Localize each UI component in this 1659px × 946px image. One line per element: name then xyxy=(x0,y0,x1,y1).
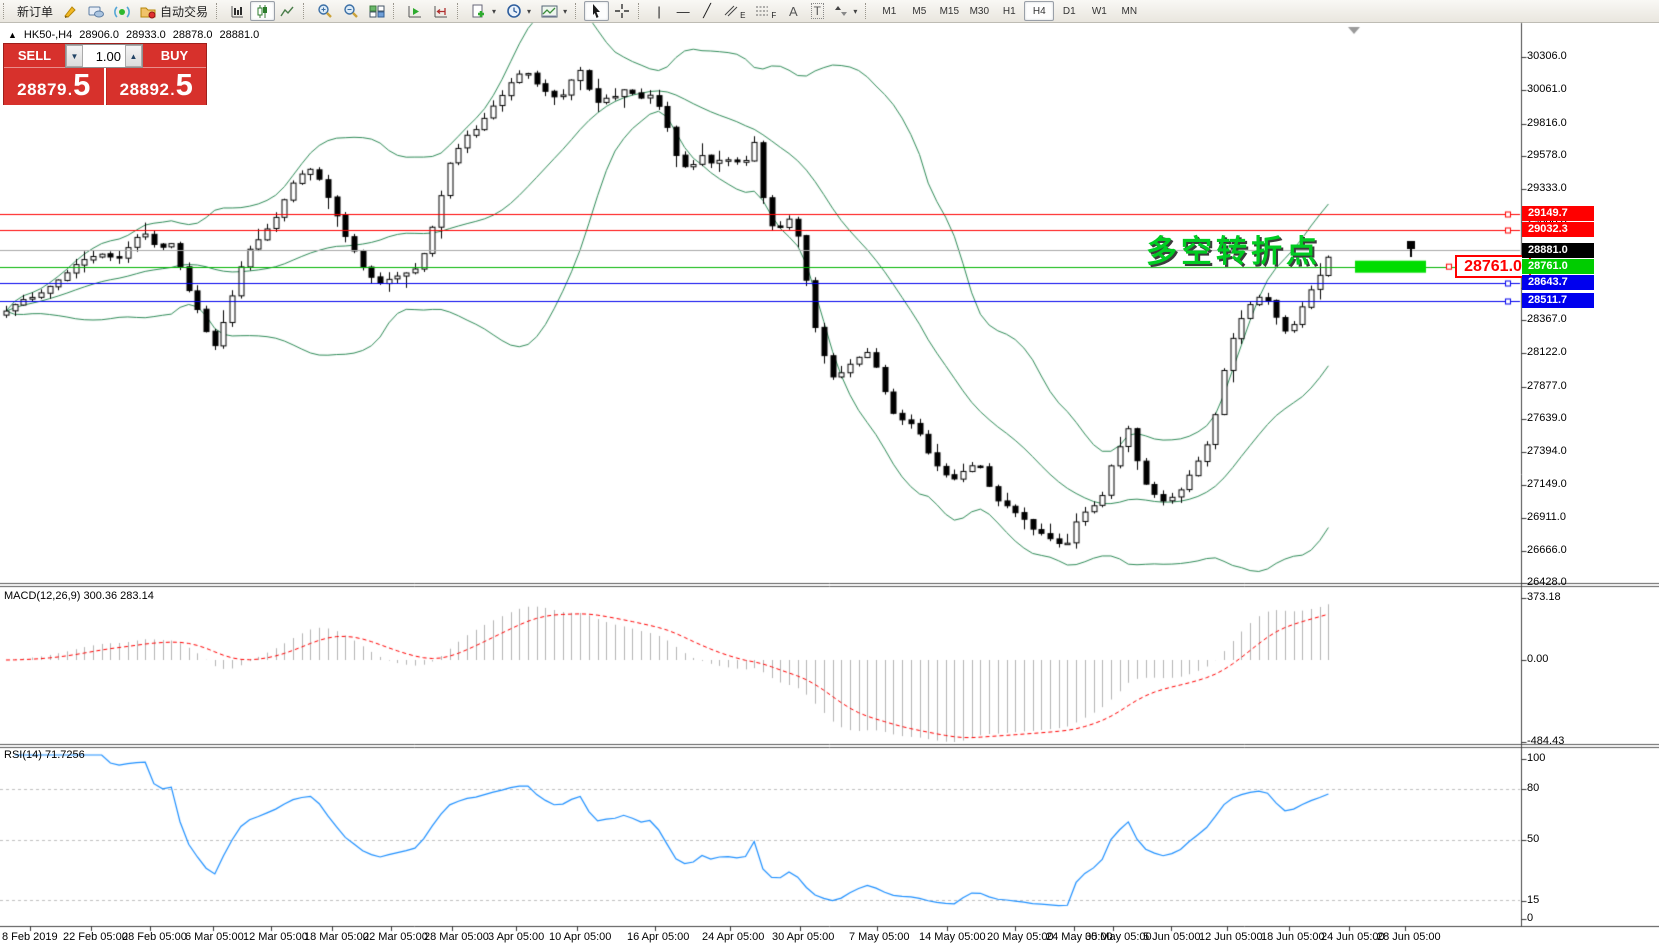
one-click-trading-panel: SELL ▼ ▲ BUY 28879 . 5 28892 . 5 xyxy=(3,43,207,105)
time-axis-label: 24 Jun 05:00 xyxy=(1321,931,1385,943)
sell-price-frac: 5 xyxy=(73,67,91,102)
time-axis-label: 16 Apr 05:00 xyxy=(627,931,690,943)
time-axis-label: 8 Feb 2019 xyxy=(2,931,58,943)
price-axis-tick: 28122.0 xyxy=(1527,346,1567,359)
price-axis-tick: 26428.0 xyxy=(1527,576,1567,589)
time-axis-label: 28 Mar 05:00 xyxy=(424,931,489,943)
macd-axis-tick: -484.43 xyxy=(1527,735,1565,747)
price-axis-tick: 27639.0 xyxy=(1527,411,1567,424)
sell-price-main: 28879 xyxy=(17,80,67,99)
price-axis-tick: 27877.0 xyxy=(1527,379,1567,392)
volume-input[interactable] xyxy=(83,45,126,67)
rsi-axis-tick: 50 xyxy=(1527,833,1540,845)
ohlc-low: 28878.0 xyxy=(172,29,213,41)
time-axis-label: 3 Apr 05:00 xyxy=(488,931,545,943)
ohlc-high: 28933.0 xyxy=(125,29,166,41)
price-axis-tick: 29816.0 xyxy=(1527,116,1567,129)
macd-values: 300.36 283.14 xyxy=(83,590,154,602)
hline-price-flag: 28643.7 xyxy=(1522,275,1594,291)
buy-price-main: 28892 xyxy=(119,80,170,99)
rsi-axis-tick: 80 xyxy=(1527,782,1540,794)
time-axis-label: 6 Mar 05:00 xyxy=(185,931,244,943)
hline-price-flag: 28761.0 xyxy=(1522,259,1594,275)
collapse-panel-icon[interactable]: ▲ xyxy=(8,30,17,40)
time-axis-label: 7 May 05:00 xyxy=(849,931,910,943)
price-axis-tick: 29333.0 xyxy=(1527,182,1567,195)
buy-label: BUY xyxy=(160,48,189,63)
price-axis-tick: 30306.0 xyxy=(1527,50,1567,62)
rsi-label: RSI(14) 71.7256 xyxy=(4,749,85,761)
ohlc-open: 28906.0 xyxy=(79,29,119,41)
time-axis-label: 18 Mar 05:00 xyxy=(304,931,369,943)
macd-label: MACD(12,26,9) 300.36 283.14 xyxy=(4,590,154,602)
hline-price-flag: 28511.7 xyxy=(1522,293,1594,309)
rsi-title: RSI(14) xyxy=(4,749,42,761)
time-axis-label: 20 May 05:00 xyxy=(987,931,1054,943)
time-axis-label: 5 Jun 05:00 xyxy=(1143,931,1201,943)
price-axis-tick: 29578.0 xyxy=(1527,148,1567,161)
sell-price[interactable]: 28879 . 5 xyxy=(4,68,106,105)
price-callout-label[interactable]: 28761.0 xyxy=(1455,255,1531,278)
time-axis-label: 28 Feb 05:00 xyxy=(122,931,187,943)
sell-button[interactable]: SELL xyxy=(4,44,66,68)
time-axis-label: 24 May 05:00 xyxy=(1046,931,1113,943)
symbol-period: HK50-,H4 xyxy=(23,29,73,41)
price-axis-tick: 28367.0 xyxy=(1527,313,1567,326)
time-axis-label: 10 Apr 05:00 xyxy=(549,931,612,943)
price-axis-tick: 27149.0 xyxy=(1527,478,1567,491)
volume-decrease-button[interactable]: ▼ xyxy=(66,45,84,67)
volume-increase-button[interactable]: ▲ xyxy=(125,45,143,67)
current-price-flag: 28881.0 xyxy=(1522,242,1594,258)
time-axis-label: 28 Jun 05:00 xyxy=(1377,931,1441,943)
time-axis-label: 14 May 05:00 xyxy=(919,931,986,943)
time-axis-label: 18 Jun 05:00 xyxy=(1261,931,1325,943)
rsi-axis-tick: 100 xyxy=(1527,752,1546,764)
rsi-axis-tick: 15 xyxy=(1527,894,1540,906)
price-axis-tick: 26911.0 xyxy=(1527,510,1566,523)
hline-price-flag: 29032.3 xyxy=(1522,222,1594,238)
price-axis-tick: 26666.0 xyxy=(1527,544,1567,557)
time-axis-label: 22 Feb 05:00 xyxy=(63,931,128,943)
time-axis-label: 12 Mar 05:00 xyxy=(243,931,308,943)
time-axis-label: 22 Mar 05:00 xyxy=(363,931,428,943)
time-axis-label: 24 Apr 05:00 xyxy=(702,931,765,943)
price-axis-tick: 30061.0 xyxy=(1527,83,1567,96)
ohlc-close: 28881.0 xyxy=(219,29,260,41)
rsi-value: 71.7256 xyxy=(44,749,85,761)
macd-axis-tick: 0.00 xyxy=(1527,653,1549,665)
buy-price[interactable]: 28892 . 5 xyxy=(106,67,206,105)
macd-axis-tick: 373.18 xyxy=(1527,591,1561,603)
time-axis-label: 30 May 05:00 xyxy=(1085,931,1152,943)
time-axis-label: 30 Apr 05:00 xyxy=(772,931,835,943)
sell-label: SELL xyxy=(17,48,52,63)
buy-price-frac: 5 xyxy=(175,67,193,102)
rsi-axis-tick: 0 xyxy=(1527,912,1534,924)
price-axis-tick: 27394.0 xyxy=(1527,445,1567,458)
hline-price-flag: 29149.7 xyxy=(1522,206,1594,222)
time-axis-label: 12 Jun 05:00 xyxy=(1199,931,1263,943)
chart-ohlc-line: ▲ HK50-,H4 28906.0 28933.0 28878.0 28881… xyxy=(8,29,259,41)
spin-up-icon: ▲ xyxy=(129,51,138,61)
bull-bear-turning-point-annotation: 多空转折点 xyxy=(1146,234,1321,269)
volume-box: ▼ ▲ xyxy=(65,44,144,68)
macd-title: MACD(12,26,9) xyxy=(4,590,81,602)
buy-button[interactable]: BUY xyxy=(143,44,206,68)
spin-down-icon: ▼ xyxy=(70,51,79,61)
